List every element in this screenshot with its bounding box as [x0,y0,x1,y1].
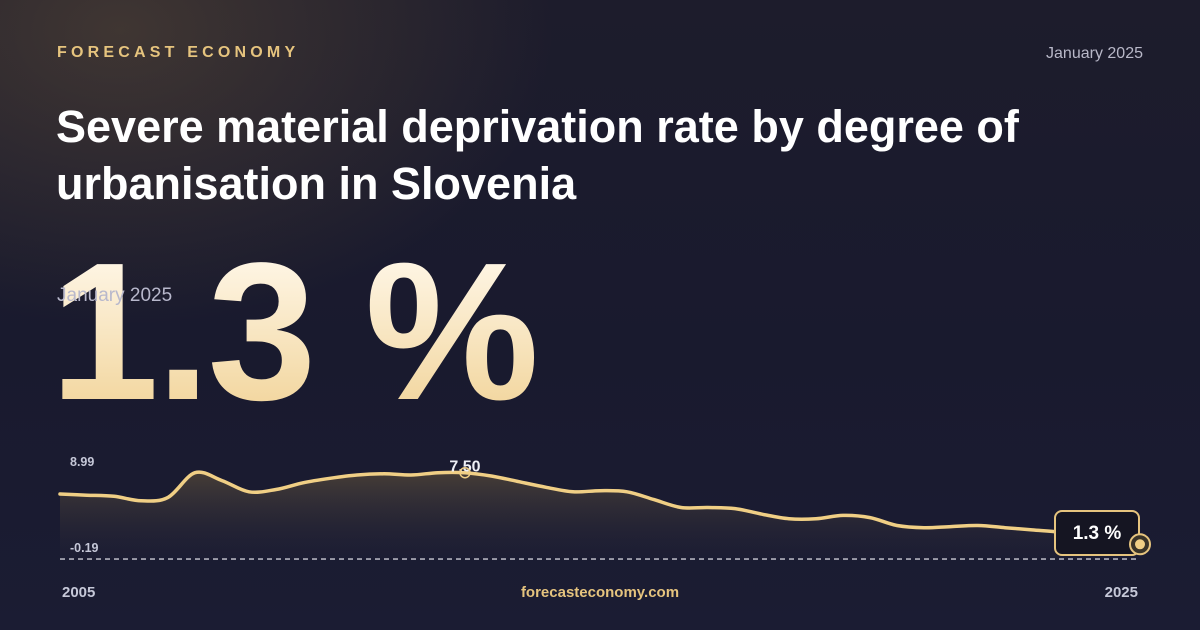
last-value-box [1054,510,1140,556]
last-value-label: 1.3 % [1073,523,1122,544]
headline-value: 1.3 % [50,222,539,441]
area-fill [60,472,1140,559]
last-point-marker [1135,539,1145,550]
x-axis-end-label: 2025 [1104,584,1138,601]
y-min-label: -0.19 [70,541,99,555]
peak-marker [459,466,471,479]
brand-name: FORECAST ECONOMY [57,44,300,61]
trend-chart: 8.99 -0.19 7.50 1.3 % [58,455,1151,560]
x-axis-start-label: 2005 [62,584,96,601]
headline-date: January 2025 [57,285,173,306]
header-date: January 2025 [1046,45,1143,62]
footer-url-link[interactable]: forecasteconomy.com [520,584,680,601]
chart-title: Severe material deprivation rate by degr… [56,101,1019,209]
series-line [58,470,1142,545]
y-max-label: 8.99 [70,455,94,469]
